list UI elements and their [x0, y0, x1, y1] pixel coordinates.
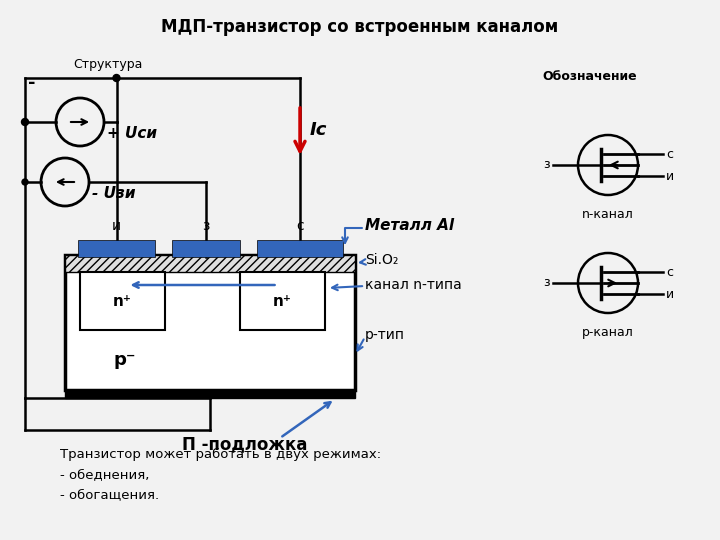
- Bar: [257, 240, 343, 257]
- Text: - Uзи: - Uзи: [92, 186, 135, 201]
- Text: П -подложка: П -подложка: [182, 435, 307, 453]
- Text: -: -: [28, 74, 35, 92]
- Bar: [65, 390, 355, 398]
- Text: p⁻: p⁻: [114, 351, 136, 369]
- Circle shape: [22, 118, 29, 125]
- Text: Транзистор может работать в двух режимах:
- обеднения,
- обогащения.: Транзистор может работать в двух режимах…: [60, 448, 381, 501]
- Text: и: и: [666, 170, 674, 183]
- Text: Обозначение: Обозначение: [543, 70, 637, 83]
- Text: с: с: [666, 147, 673, 160]
- Text: n⁺: n⁺: [273, 294, 292, 308]
- Bar: [240, 272, 325, 330]
- Text: Структура: Структура: [73, 58, 143, 71]
- Text: р-канал: р-канал: [582, 326, 634, 339]
- Text: МДП-транзистор со встроенным каналом: МДП-транзистор со встроенным каналом: [161, 18, 559, 36]
- Text: n⁺: n⁺: [113, 294, 132, 308]
- Text: n-канал: n-канал: [582, 208, 634, 221]
- Text: з: з: [544, 276, 550, 289]
- Text: Si.O₂: Si.O₂: [365, 253, 398, 267]
- Text: Ic: Ic: [310, 121, 328, 139]
- Text: канал n-типа: канал n-типа: [365, 278, 462, 292]
- Text: + Uси: + Uси: [107, 126, 157, 141]
- Text: с: с: [666, 266, 673, 279]
- Text: з: з: [544, 159, 550, 172]
- Text: с: с: [296, 219, 304, 233]
- Text: и: и: [666, 287, 674, 300]
- Text: з: з: [202, 219, 210, 233]
- Bar: [78, 240, 155, 257]
- Circle shape: [113, 75, 120, 82]
- Bar: [65, 255, 355, 272]
- Bar: [65, 255, 355, 390]
- Bar: [172, 240, 240, 257]
- Text: р-тип: р-тип: [365, 328, 405, 342]
- Text: и: и: [112, 219, 121, 233]
- Circle shape: [22, 179, 28, 185]
- Text: Металл Al: Металл Al: [365, 218, 454, 233]
- Bar: [80, 272, 165, 330]
